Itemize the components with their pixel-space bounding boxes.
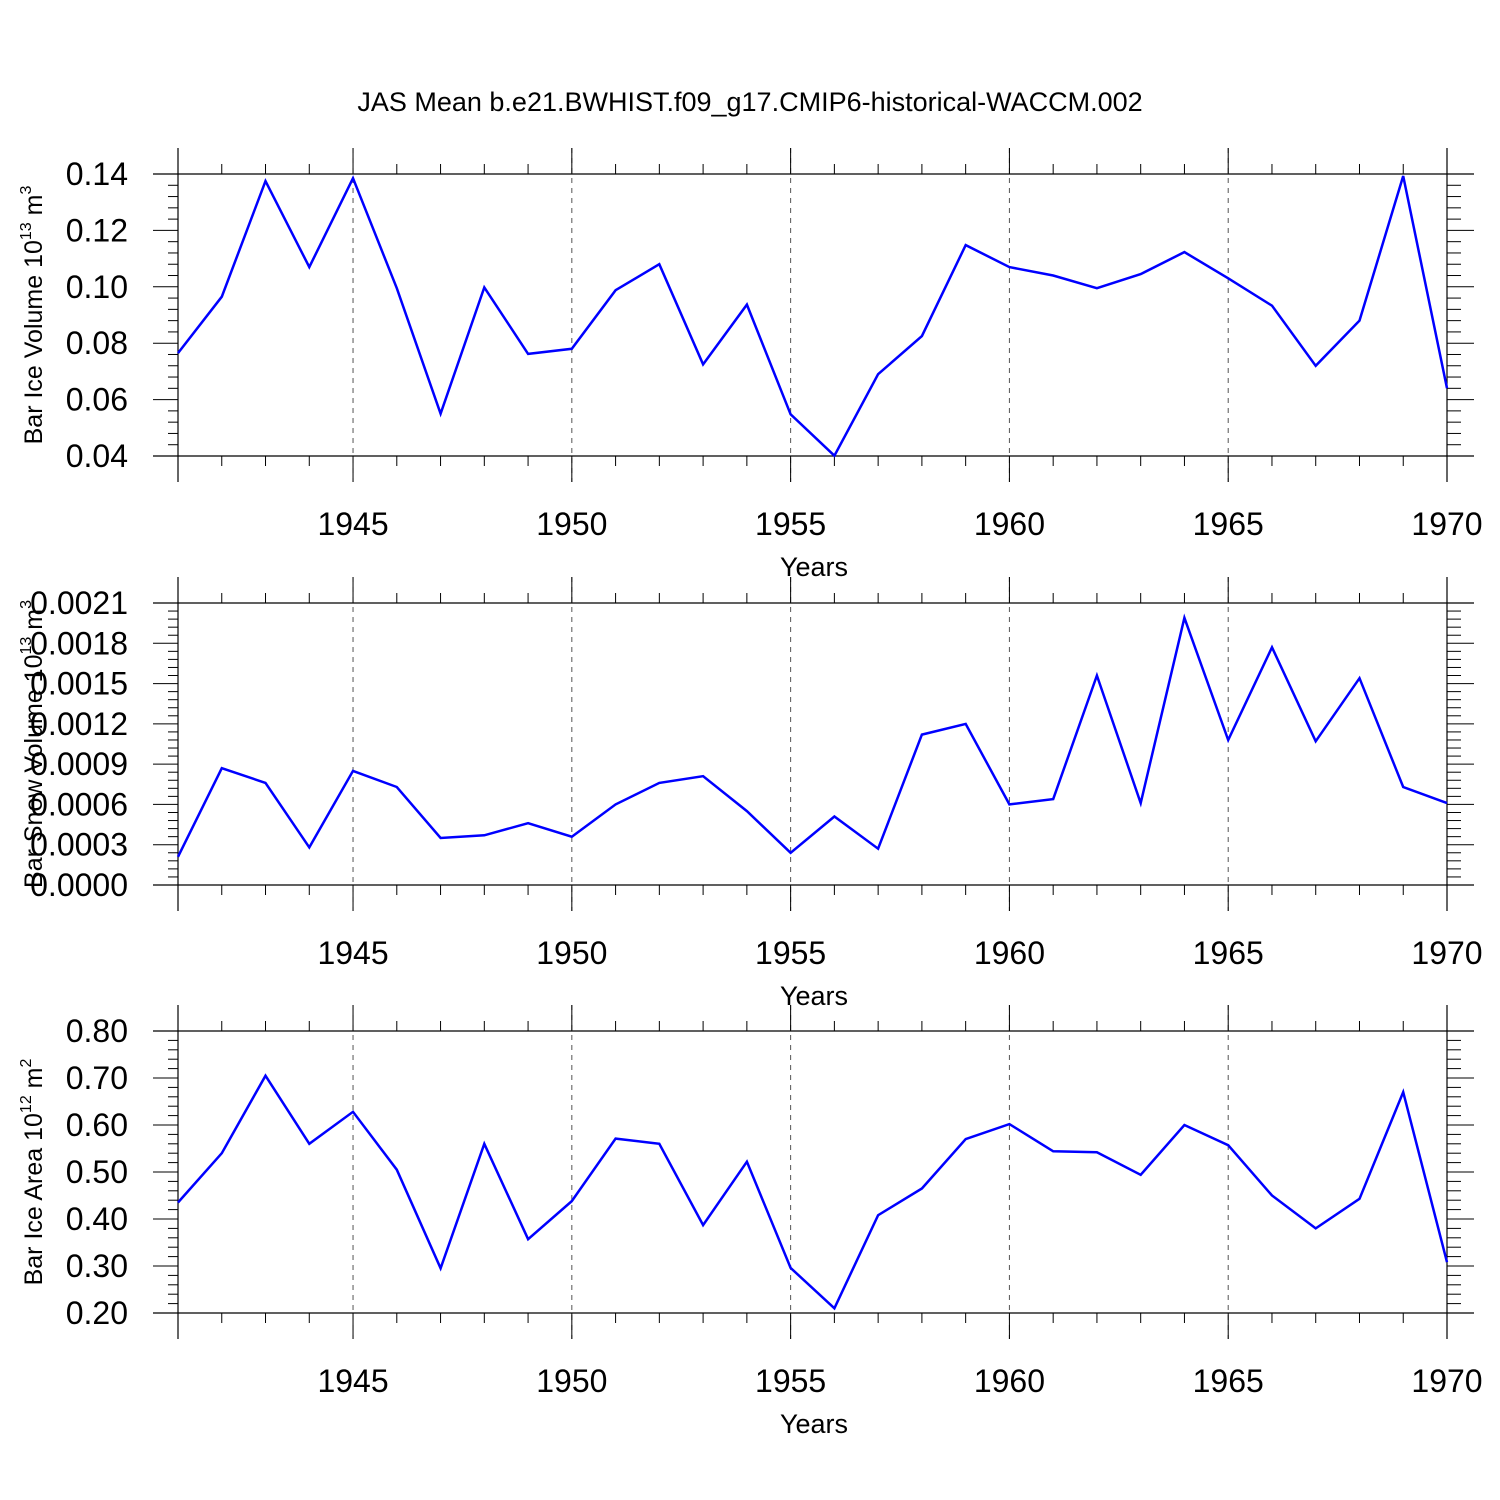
series-line bbox=[177, 1073, 1449, 1311]
y-tick-label: 0.12 bbox=[66, 212, 128, 248]
y-axis-label: Bar Snow Volume 1013 m3 bbox=[18, 600, 48, 888]
x-tick-label: 1960 bbox=[974, 506, 1045, 542]
chart-panel-1: 0.04 0.06 0.08 0.10 0.12 0.14 1945 1950 1955 1960… bbox=[18, 148, 1483, 582]
chart-panel-2: 0.0000 0.0003 0.0006 0.0009 0.0012 0.0015 0.00… bbox=[18, 577, 1483, 1011]
y-tick-label: 0.14 bbox=[66, 156, 128, 192]
x-tick-label: 1950 bbox=[536, 506, 607, 542]
x-tick-label: 1955 bbox=[755, 1363, 826, 1399]
y-tick-label: 0.06 bbox=[66, 382, 128, 418]
y-tick-label: 0.0021 bbox=[30, 585, 128, 621]
x-tick-label: 1960 bbox=[974, 1363, 1045, 1399]
x-tick-label: 1965 bbox=[1193, 506, 1264, 542]
y-tick-label: 0.60 bbox=[66, 1107, 128, 1143]
x-tick-label: 1970 bbox=[1411, 935, 1482, 971]
y-tick-label: 0.0000 bbox=[30, 867, 128, 903]
y-tick-label: 0.04 bbox=[66, 438, 128, 474]
y-tick-label: 0.70 bbox=[66, 1060, 128, 1096]
y-tick-label: 0.0018 bbox=[30, 625, 128, 661]
y-tick-label: 0.40 bbox=[66, 1201, 128, 1237]
x-tick-label: 1950 bbox=[536, 935, 607, 971]
x-tick-label: 1945 bbox=[317, 506, 388, 542]
x-tick-label: 1955 bbox=[755, 506, 826, 542]
y-tick-label: 0.80 bbox=[66, 1013, 128, 1049]
series-line bbox=[176, 613, 1448, 858]
x-tick-label: 1970 bbox=[1411, 506, 1482, 542]
x-tick-label: 1945 bbox=[317, 1363, 388, 1399]
y-tick-label: 0.0015 bbox=[30, 666, 128, 702]
x-tick-label: 1950 bbox=[536, 1363, 607, 1399]
y-tick-label: 0.10 bbox=[66, 269, 128, 305]
x-tick-label: 1965 bbox=[1193, 935, 1264, 971]
y-tick-label: 0.0003 bbox=[30, 827, 128, 863]
y-tick-label: 0.0006 bbox=[30, 786, 128, 822]
y-tick-label: 0.50 bbox=[66, 1154, 128, 1190]
x-tick-label: 1970 bbox=[1411, 1363, 1482, 1399]
y-tick-label: 0.30 bbox=[66, 1248, 128, 1284]
chart-panel-3: 0.20 0.30 0.40 0.50 0.60 0.70 0.80 1945 1950 1955… bbox=[18, 1005, 1483, 1439]
x-tick-label: 1965 bbox=[1193, 1363, 1264, 1399]
series-line bbox=[177, 175, 1449, 458]
y-tick-label: 0.0012 bbox=[30, 706, 128, 742]
figure-title: JAS Mean b.e21.BWHIST.f09_g17.CMIP6-hist… bbox=[357, 87, 1142, 117]
x-tick-label: 1960 bbox=[974, 935, 1045, 971]
y-axis-label: Bar Ice Volume 1013 m3 bbox=[18, 186, 48, 445]
y-tick-label: 0.08 bbox=[66, 325, 128, 361]
x-tick-label: 1945 bbox=[317, 935, 388, 971]
y-tick-label: 0.20 bbox=[66, 1295, 128, 1331]
y-axis-label: Bar Ice Area 1012 m2 bbox=[18, 1059, 48, 1286]
x-axis-label: Years bbox=[780, 981, 848, 1011]
x-axis-label: Years bbox=[780, 1409, 848, 1439]
x-tick-label: 1955 bbox=[755, 935, 826, 971]
x-axis-label: Years bbox=[780, 552, 848, 582]
y-tick-label: 0.0009 bbox=[30, 746, 128, 782]
